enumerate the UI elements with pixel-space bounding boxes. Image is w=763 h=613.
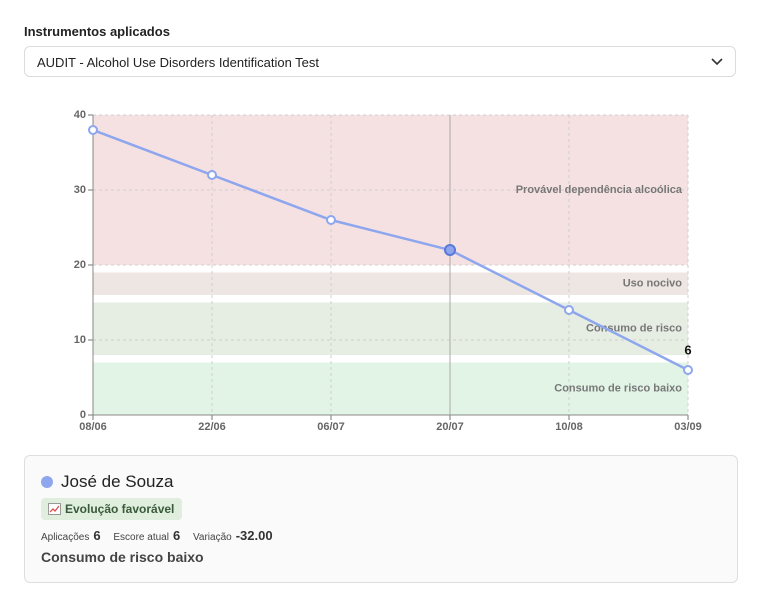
- zone-label: Consumo de risco baixo: [554, 383, 682, 395]
- y-tick-label: 30: [74, 184, 86, 196]
- series-line: [92, 128, 689, 372]
- data-point: [88, 125, 98, 135]
- zone-label: Provável dependência alcoólica: [516, 184, 683, 196]
- x-tick-label: 10/08: [555, 421, 583, 433]
- legend-dot: [41, 476, 53, 488]
- y-tick-label: 0: [80, 409, 86, 421]
- stat-label: Variação: [192, 532, 232, 543]
- zone-band: [93, 115, 688, 265]
- data-point: [683, 365, 693, 375]
- data-point: [564, 305, 574, 315]
- patient-name: José de Souza: [61, 472, 174, 491]
- x-tick-label: 20/07: [436, 421, 464, 433]
- badge-text: Evolução favorável: [65, 502, 175, 516]
- x-tick-label: 08/06: [79, 421, 107, 433]
- trend-badge: Evolução favorável: [41, 498, 183, 520]
- field-label: Instrumentos aplicados: [24, 24, 170, 39]
- y-tick-label: 40: [74, 109, 86, 121]
- x-tick-label: 03/09: [674, 421, 702, 433]
- zone-label: Consumo de risco: [586, 323, 682, 335]
- stat-value: -32.00: [235, 528, 273, 543]
- data-point: [444, 244, 456, 256]
- zone-band: [93, 302, 688, 355]
- patient-card: José de Souza Evolução favorável Aplicaç…: [24, 455, 738, 583]
- select-value: AUDIT - Alcohol Use Disorders Identifica…: [37, 55, 320, 70]
- data-point: [326, 215, 336, 225]
- zone-band: [93, 362, 688, 415]
- trend-icon: [48, 503, 61, 515]
- stat-label: Escore atual: [113, 532, 169, 543]
- chevron-icon: [711, 58, 723, 66]
- status: Consumo de risco baixo: [41, 549, 204, 565]
- x-tick-label: 06/07: [317, 421, 345, 433]
- stat-label: Aplicações: [41, 532, 90, 543]
- zone-band: [93, 272, 688, 295]
- x-tick-label: 22/06: [198, 421, 226, 433]
- stat-value: 6: [172, 528, 181, 543]
- y-tick-label: 20: [74, 259, 86, 271]
- zone-label: Uso nocivo: [623, 278, 683, 290]
- y-tick-label: 10: [74, 334, 86, 346]
- data-point: [207, 170, 217, 180]
- stat-value: 6: [93, 528, 101, 543]
- chart: 0 10 20 30 40 08/06 22/06 06/07 20/07 10/08 03/09 P…: [74, 109, 702, 433]
- instrument-select[interactable]: AUDIT - Alcohol Use Disorders Identifica…: [24, 46, 736, 77]
- stats: Aplicações 6 Escore atual 6 Variação -32.00: [41, 528, 283, 543]
- data-label: 6: [684, 342, 691, 357]
